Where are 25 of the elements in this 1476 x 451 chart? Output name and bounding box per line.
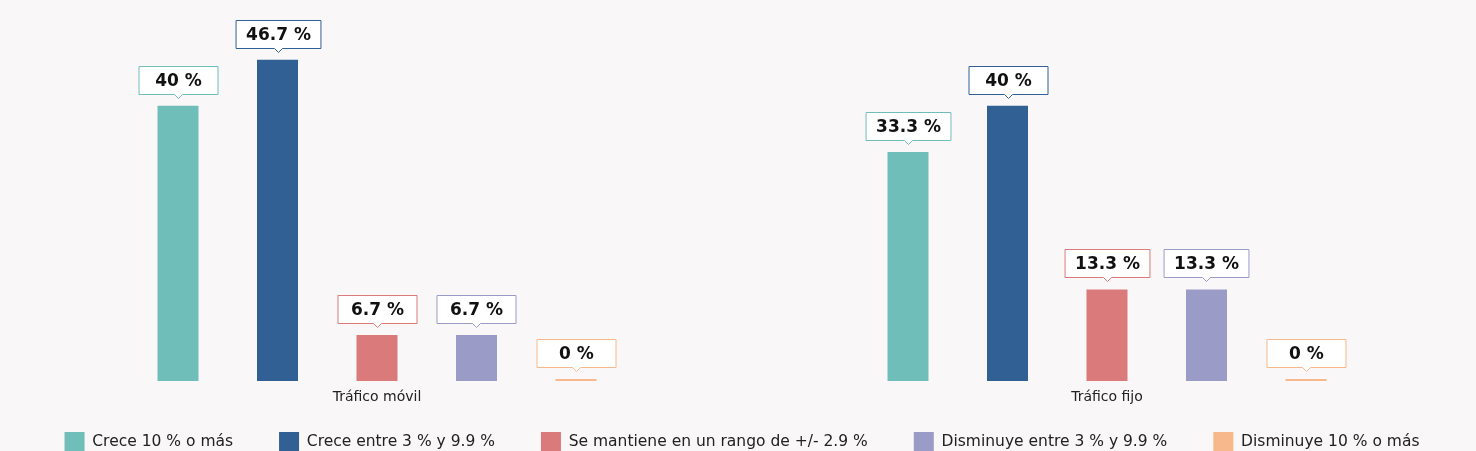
legend-label: Crece entre 3 % y 9.9 % <box>306 432 495 451</box>
x-tick-label: Tráfico fijo <box>1070 388 1143 405</box>
legend-label: Disminuye 10 % o más <box>1241 432 1420 451</box>
data-label: 13.3 % <box>1174 252 1239 273</box>
data-label: 40 % <box>985 69 1032 90</box>
bar <box>257 59 298 381</box>
data-label: 46.7 % <box>246 23 311 44</box>
legend-label: Disminuye entre 3 % y 9.9 % <box>941 432 1168 451</box>
bar <box>1186 289 1227 381</box>
legend-label: Crece 10 % o más <box>92 432 234 451</box>
data-label: 0 % <box>1289 342 1324 363</box>
bar <box>987 105 1028 381</box>
data-label: 40 % <box>155 69 202 90</box>
legend-label: Se mantiene en un rango de +/- 2.9 % <box>568 432 868 451</box>
data-label: 6.7 % <box>449 298 504 319</box>
x-tick-label: Tráfico móvil <box>331 388 422 405</box>
bar <box>1086 289 1128 381</box>
data-label: 13.3 % <box>1075 252 1140 273</box>
data-label: 33.3 % <box>876 115 941 136</box>
data-label: 6.7 % <box>350 298 405 319</box>
bar <box>456 334 497 381</box>
bar <box>356 334 398 381</box>
bar <box>157 105 199 381</box>
data-label: 0 % <box>559 342 594 363</box>
bar <box>887 151 929 381</box>
